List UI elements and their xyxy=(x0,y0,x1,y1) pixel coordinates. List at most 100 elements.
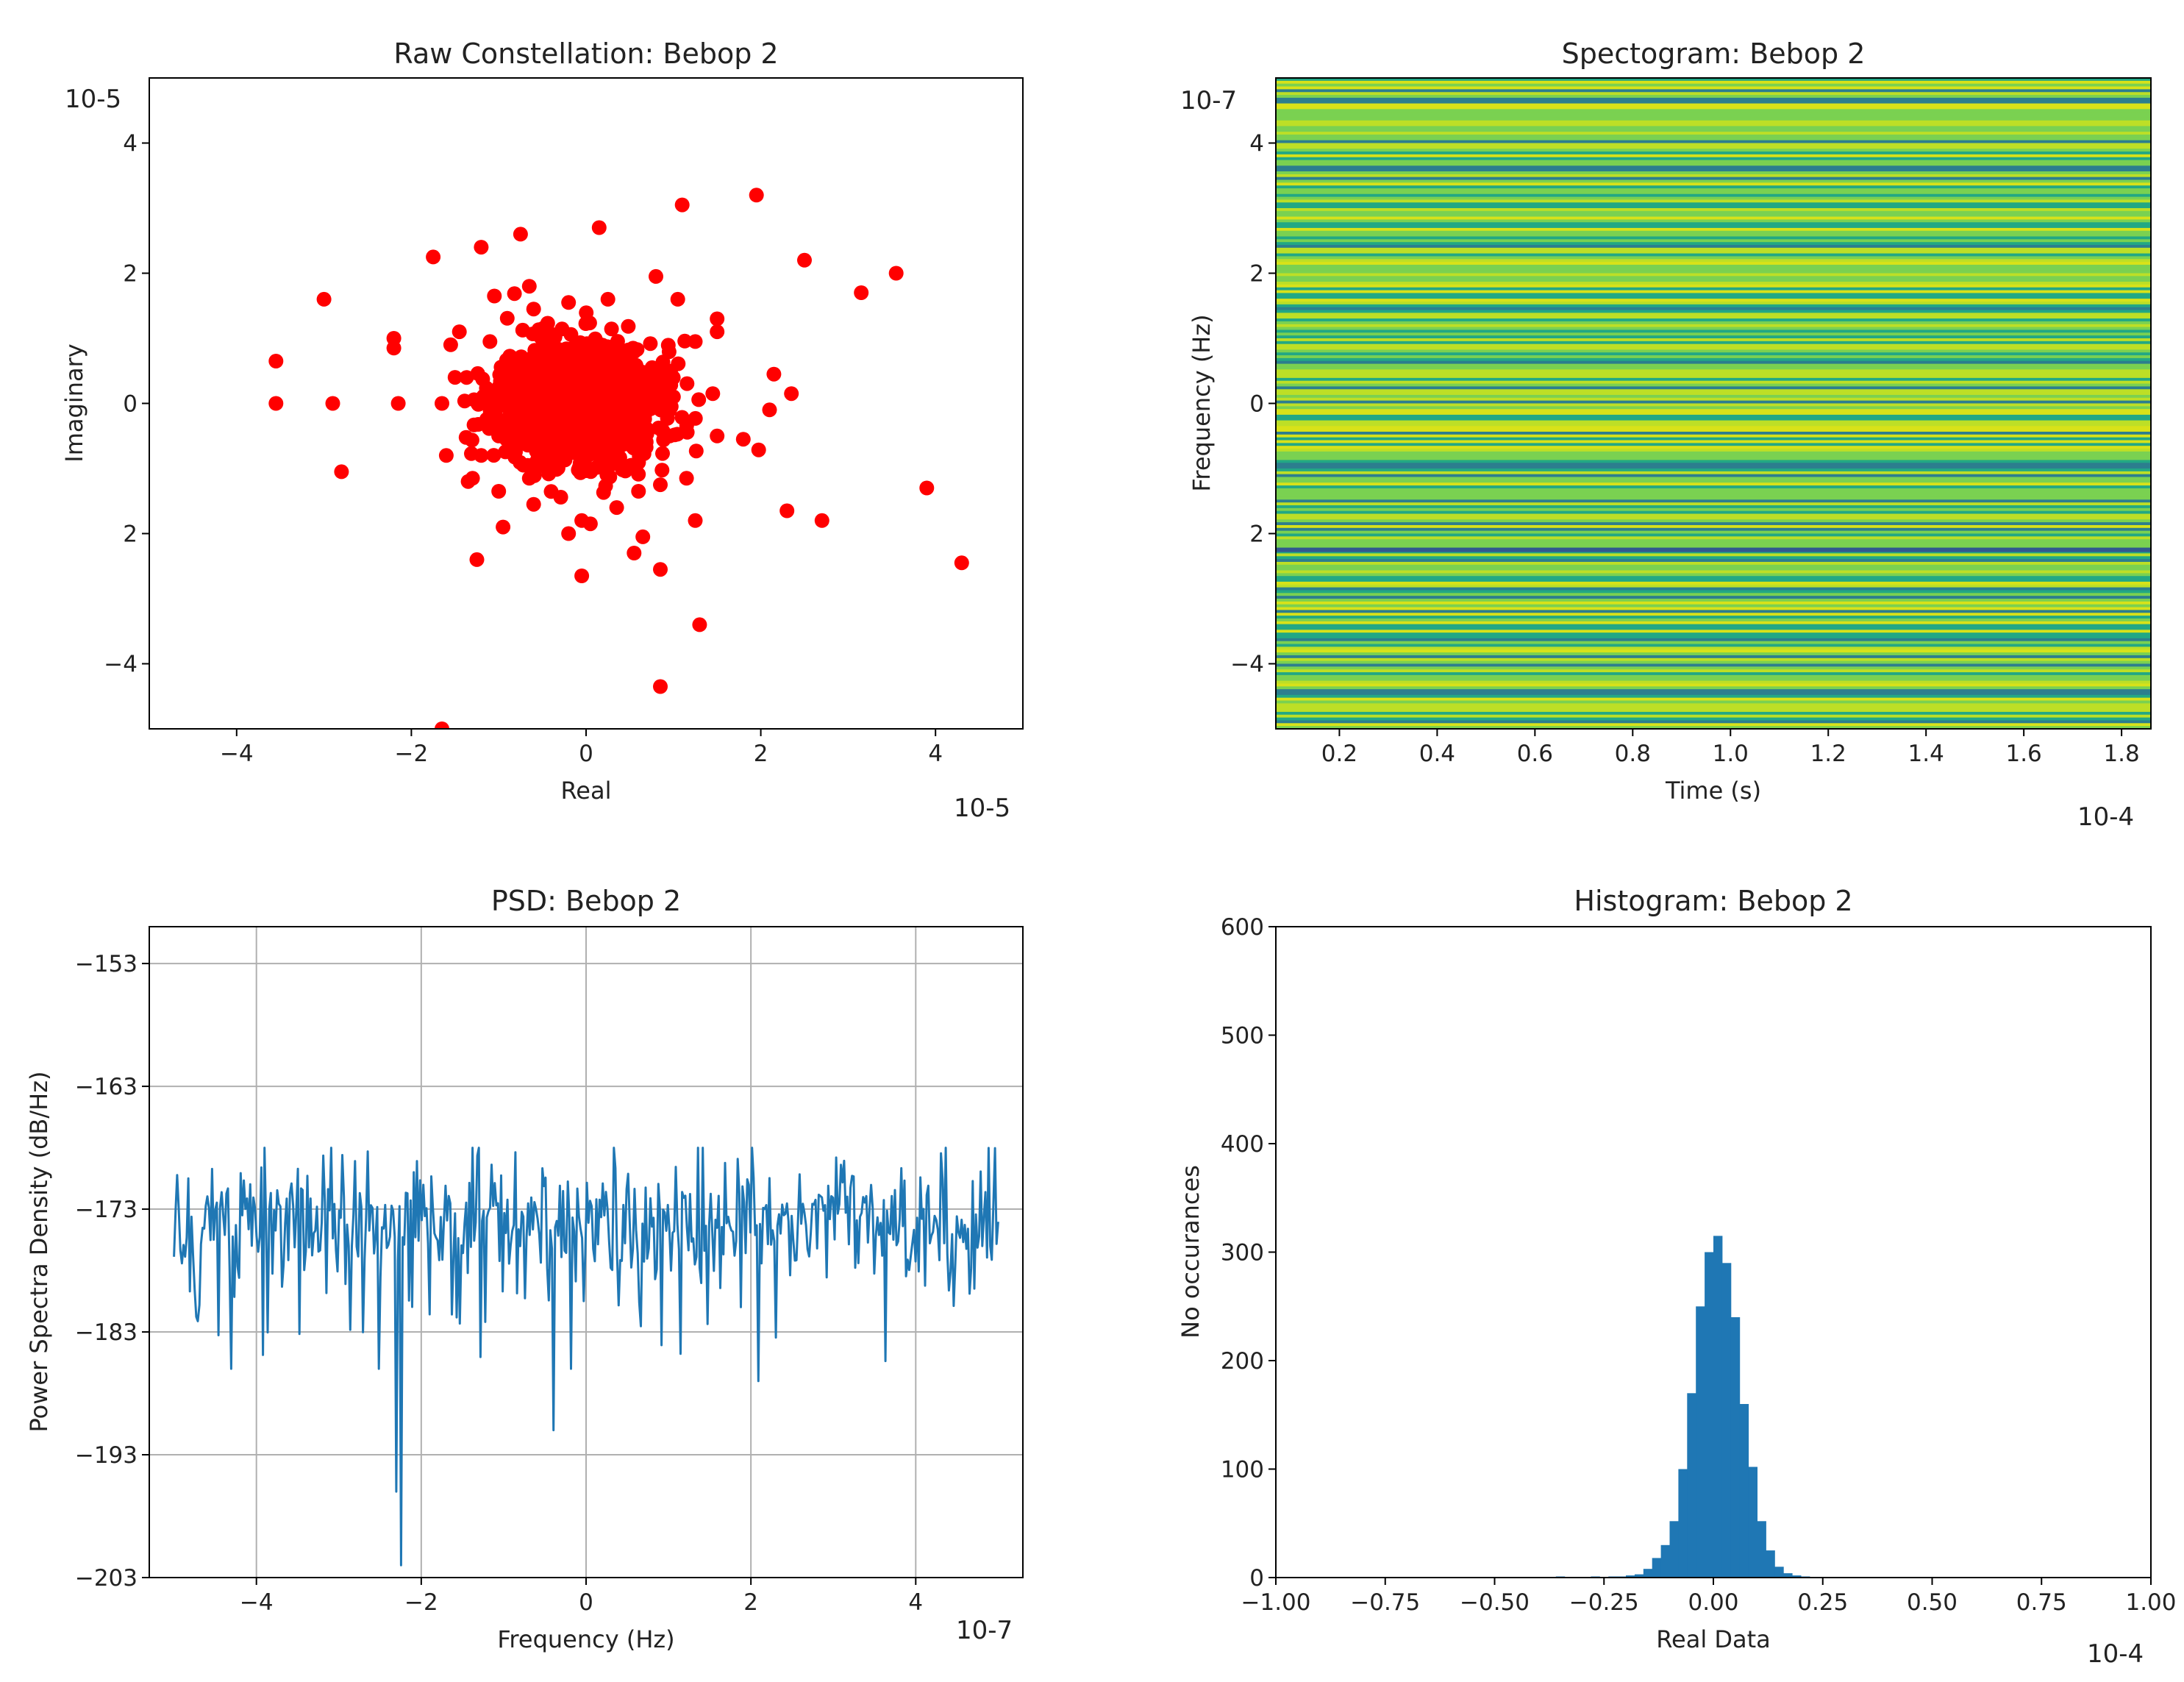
spectrogram-band xyxy=(1276,163,2151,167)
spectrogram-band xyxy=(1276,658,2151,662)
histogram-ytick-label: 100 xyxy=(1221,1457,1264,1483)
spectrogram-band xyxy=(1276,92,2151,96)
spectrogram-band xyxy=(1276,245,2151,249)
constellation-point xyxy=(508,359,524,374)
spectrogram-band xyxy=(1276,542,2151,546)
constellation-point xyxy=(568,337,584,352)
spectrogram-band xyxy=(1276,703,2151,708)
constellation-outlier-point xyxy=(749,188,764,203)
histogram-bar xyxy=(1626,1575,1635,1578)
spectrogram-band xyxy=(1276,377,2151,382)
constellation-point xyxy=(599,467,615,482)
spectrogram-band xyxy=(1276,680,2151,685)
spectrogram-band xyxy=(1276,669,2151,673)
spectrogram-band xyxy=(1276,440,2151,444)
spectrogram-band xyxy=(1276,293,2151,297)
spectrogram-band xyxy=(1276,149,2151,152)
constellation-point xyxy=(457,393,472,409)
constellation-point xyxy=(515,457,531,473)
spectrogram-band xyxy=(1276,530,2151,535)
constellation-point xyxy=(688,410,703,426)
spectrogram-band xyxy=(1276,282,2151,285)
constellation-outlier-point xyxy=(526,302,541,317)
constellation-point xyxy=(517,383,532,399)
spectrogram-band xyxy=(1276,193,2151,198)
psd-ylabel: Power Spectra Density (dB/Hz) xyxy=(25,1071,53,1432)
histogram-bar xyxy=(1730,1317,1741,1578)
constellation-point xyxy=(604,321,619,337)
spectrogram-y-multiplier: 10-7 xyxy=(1180,86,1237,115)
spectrogram-dark-band xyxy=(1276,547,2151,552)
spectrogram-band xyxy=(1276,137,2151,141)
constellation-outlier-point xyxy=(574,569,590,583)
constellation-point xyxy=(624,346,638,361)
histogram-bar xyxy=(1669,1521,1679,1578)
constellation-point xyxy=(566,359,581,374)
spectrogram-band xyxy=(1276,327,2151,331)
spectrogram-band xyxy=(1276,276,2151,279)
spectrogram-band xyxy=(1276,649,2151,653)
histogram-ytick-label: 200 xyxy=(1221,1348,1264,1375)
constellation-outlier-point xyxy=(779,503,795,519)
constellation-point xyxy=(679,376,695,391)
spectrogram-band xyxy=(1276,599,2151,602)
constellation-point xyxy=(612,421,627,437)
psd-series-line xyxy=(173,1147,999,1567)
spectrogram-band xyxy=(1276,426,2151,430)
spectrogram-band xyxy=(1276,146,2151,149)
spectrogram-band xyxy=(1276,335,2151,339)
constellation-point xyxy=(600,363,615,378)
constellation-outlier-point xyxy=(653,679,668,694)
spectrogram-band xyxy=(1276,480,2151,484)
spectrogram-band xyxy=(1276,115,2151,118)
histogram-ylabel: No occurances xyxy=(1177,1165,1205,1339)
constellation-outlier-point xyxy=(487,288,502,304)
spectrogram-band xyxy=(1276,624,2151,628)
constellation-point xyxy=(585,360,600,375)
constellation-ytick-label: 2 xyxy=(123,261,138,288)
constellation-outlier-point xyxy=(482,334,498,349)
spectrogram-band xyxy=(1276,646,2151,651)
spectrogram-band xyxy=(1276,89,2151,93)
constellation-outlier-point xyxy=(631,484,646,499)
constellation-xtick-label: 2 xyxy=(754,741,768,767)
histogram-bar xyxy=(1783,1573,1793,1578)
spectrogram-band xyxy=(1276,143,2151,147)
spectrogram-ytick-label: −4 xyxy=(1230,652,1264,678)
spectrogram-band xyxy=(1276,499,2151,503)
constellation-point xyxy=(594,441,610,456)
spectrogram-band xyxy=(1276,579,2151,582)
histogram-bar xyxy=(1696,1306,1705,1578)
spectrogram-band xyxy=(1276,357,2151,362)
histogram-bar xyxy=(1721,1263,1732,1578)
spectrogram-band xyxy=(1276,392,2151,396)
histogram-xtick-label: −1.00 xyxy=(1241,1589,1311,1616)
constellation-point xyxy=(655,446,670,461)
constellation-point xyxy=(540,316,555,331)
spectrogram-band xyxy=(1276,663,2151,668)
spectrogram-band xyxy=(1276,233,2151,238)
histogram-bar xyxy=(1766,1550,1775,1578)
spectrogram-band xyxy=(1276,321,2151,325)
spectrogram-band xyxy=(1276,714,2151,719)
constellation-outlier-point xyxy=(674,197,690,213)
spectrogram-xtick-label: 0.4 xyxy=(1419,741,1455,767)
spectrogram-xtick-label: 1.8 xyxy=(2103,741,2139,767)
constellation-point xyxy=(654,463,670,478)
spectrogram-panel: Spectogram: Bebop 2 0.2 0.4 0.6 0.8 1.0 1.2 1.… xyxy=(1180,38,2152,832)
constellation-outlier-point xyxy=(426,249,441,265)
histogram-xtick-label: 0.00 xyxy=(1688,1589,1738,1616)
spectrogram-band xyxy=(1276,372,2151,376)
spectrogram-band xyxy=(1276,171,2151,175)
constellation-point xyxy=(582,316,597,331)
constellation-outlier-point xyxy=(627,546,642,560)
constellation-point xyxy=(655,357,671,373)
spectrogram-title: Spectogram: Bebop 2 xyxy=(1562,38,1866,70)
spectrogram-ticks: 0.2 0.4 0.6 0.8 1.0 1.2 1.4 1.6 1.8 4 2 0 2 −4 xyxy=(1230,131,2139,768)
psd-ytick-label: −173 xyxy=(75,1197,138,1223)
spectrogram-xtick-label: 1.0 xyxy=(1713,741,1749,767)
constellation-outlier-point xyxy=(670,291,685,307)
spectrogram-band xyxy=(1276,630,2151,633)
spectrogram-band xyxy=(1276,449,2151,452)
spectrogram-band xyxy=(1276,533,2151,538)
